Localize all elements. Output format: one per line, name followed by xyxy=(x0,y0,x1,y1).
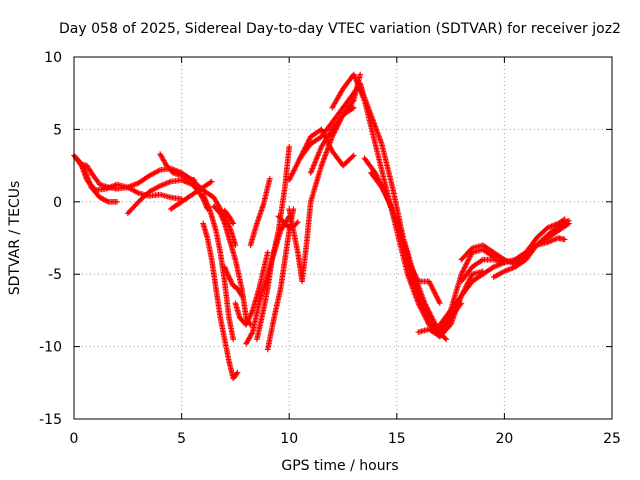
x-axis-label: GPS time / hours xyxy=(281,458,398,474)
data-point xyxy=(239,293,245,299)
data-point xyxy=(350,152,357,159)
data-series xyxy=(458,227,561,267)
data-series xyxy=(404,256,443,306)
y-axis-label: SDTVAR / TECUs xyxy=(7,181,23,296)
data-series xyxy=(264,206,297,353)
data-point xyxy=(114,199,120,205)
data-point xyxy=(230,220,237,227)
data-point xyxy=(97,194,103,201)
data-point xyxy=(191,177,198,183)
data-point xyxy=(457,301,464,308)
data-point xyxy=(286,143,292,150)
data-point xyxy=(230,336,237,343)
data-series xyxy=(490,217,572,280)
data-point xyxy=(227,276,233,283)
data-series xyxy=(254,143,292,343)
data-point xyxy=(264,249,271,256)
data-point xyxy=(349,105,356,112)
data-point xyxy=(208,178,215,185)
x-tick-label: 10 xyxy=(280,431,298,447)
data-series xyxy=(307,71,364,176)
data-point xyxy=(182,174,189,181)
data-series xyxy=(297,126,357,169)
data-series xyxy=(73,155,120,205)
y-tick-label: 0 xyxy=(53,195,62,211)
y-tick-label: -5 xyxy=(48,267,62,283)
axis-ticks: 0 5 10 15 20 25 -15 -10 -5 0 5 10 xyxy=(39,50,621,447)
data-point xyxy=(178,172,185,179)
y-tick-label: 10 xyxy=(44,50,62,66)
data-marks xyxy=(71,71,572,382)
plot-frame xyxy=(73,56,613,420)
data-point xyxy=(437,300,443,306)
data-point xyxy=(238,291,244,298)
data-series xyxy=(329,71,486,340)
data-point xyxy=(100,196,107,203)
data-series xyxy=(357,83,450,343)
data-point xyxy=(229,219,236,226)
data-point xyxy=(293,220,300,226)
data-point xyxy=(181,174,187,180)
data-point xyxy=(103,197,109,204)
data-series xyxy=(200,220,241,382)
y-tick-label: -10 xyxy=(39,340,62,356)
data-point xyxy=(180,173,186,180)
data-point xyxy=(561,236,568,243)
x-tick-label: 0 xyxy=(70,431,79,447)
data-point xyxy=(104,198,111,204)
data-point xyxy=(350,104,357,111)
data-point xyxy=(442,335,449,342)
y-tick-label: 5 xyxy=(53,122,62,138)
data-series xyxy=(415,300,465,340)
data-point xyxy=(458,300,465,306)
data-point xyxy=(98,195,104,201)
data-point xyxy=(267,175,273,182)
data-point xyxy=(207,179,214,186)
data-point xyxy=(226,275,233,282)
data-point xyxy=(234,369,241,376)
data-series xyxy=(232,249,271,328)
data-series xyxy=(221,207,237,227)
data-point xyxy=(183,175,190,181)
data-series xyxy=(200,191,237,343)
x-tick-label: 20 xyxy=(495,431,513,447)
data-series xyxy=(247,175,273,249)
data-point xyxy=(249,330,255,337)
x-tick-label: 25 xyxy=(603,431,621,447)
data-point xyxy=(229,280,235,287)
data-series xyxy=(77,161,239,249)
data-series xyxy=(361,155,508,333)
data-point xyxy=(227,278,234,284)
data-point xyxy=(233,371,240,377)
x-tick-label: 5 xyxy=(177,431,186,447)
data-point xyxy=(228,279,235,285)
data-point xyxy=(357,71,364,78)
data-point xyxy=(226,274,232,280)
x-tick-label: 15 xyxy=(388,431,406,447)
data-series xyxy=(168,178,215,212)
data-point xyxy=(478,257,485,264)
data-series xyxy=(221,264,245,299)
data-series xyxy=(157,151,198,183)
data-point xyxy=(350,98,356,105)
data-point xyxy=(349,153,356,160)
chart-title: Day 058 of 2025, Sidereal Day-to-day VTE… xyxy=(59,21,621,37)
data-point xyxy=(101,197,108,203)
data-series xyxy=(533,235,568,249)
data-point xyxy=(99,195,106,202)
y-tick-label: -15 xyxy=(39,412,62,428)
data-point xyxy=(443,336,450,343)
data-point xyxy=(295,219,301,225)
data-point xyxy=(566,217,572,224)
